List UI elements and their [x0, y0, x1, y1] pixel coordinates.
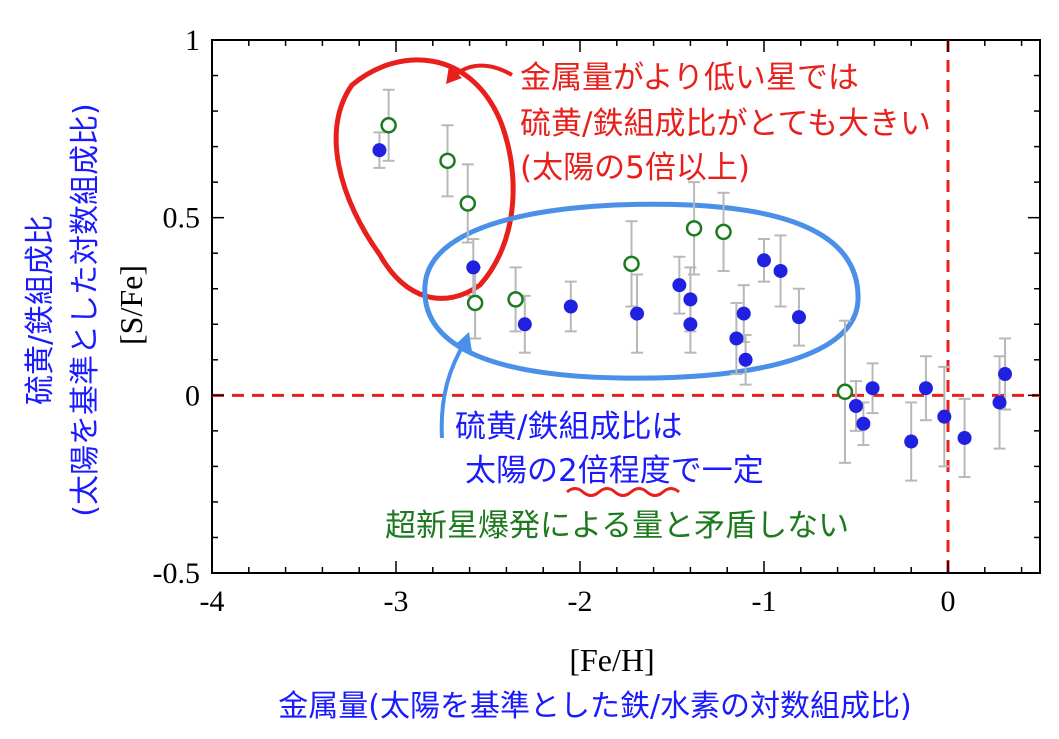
blue-note-emphasis: 2倍程度: [558, 453, 671, 489]
x-axis-title: [Fe/H]: [569, 642, 654, 678]
data-point-open: [459, 195, 477, 212]
data-point-open: [715, 223, 732, 241]
blue-arrowhead: [456, 332, 472, 352]
data-point-open: [380, 117, 397, 134]
blue-note-line1: 硫黄/鉄組成比は: [455, 409, 682, 445]
red-arrowhead: [446, 66, 462, 84]
data-point-filled: [773, 263, 788, 278]
red-note-line1: 金属量がより低い星では: [520, 60, 859, 96]
red-ellipse: [333, 57, 516, 301]
x-tick-label: -1: [752, 585, 777, 618]
data-point-filled: [937, 409, 952, 424]
annotation-ellipses: [333, 57, 861, 381]
data-point-filled: [736, 306, 751, 321]
blue-arrow: [439, 340, 467, 439]
blue-ellipse: [422, 201, 861, 381]
data-points: [372, 117, 1013, 449]
data-point-filled: [683, 317, 698, 332]
y-tick-label: -0.5: [153, 557, 201, 590]
red-note-line3: (太陽の5倍以上): [520, 150, 750, 186]
blue-note: 硫黄/鉄組成比は 太陽の2倍程度で一定: [455, 409, 764, 497]
data-point-open: [685, 220, 703, 237]
plot-frame: [211, 39, 1041, 574]
data-point-filled: [563, 299, 578, 314]
x-tick-label: -3: [384, 585, 409, 618]
y-tick-label: 0.5: [163, 202, 201, 235]
data-point-filled: [630, 306, 645, 321]
data-point-filled: [865, 381, 880, 396]
y-tick-label: 1: [185, 24, 200, 57]
blue-note-line2: 太陽の2倍程度で一定: [465, 453, 764, 489]
y-tick-label: 0: [185, 379, 200, 412]
data-point-filled: [466, 260, 481, 275]
data-point-filled: [791, 310, 806, 325]
data-point-filled: [856, 416, 871, 431]
data-point-filled: [672, 278, 687, 293]
green-note: 超新星爆発による量と矛盾しない: [385, 508, 849, 544]
plot-border: [211, 39, 1041, 574]
data-point-filled: [729, 331, 744, 346]
data-point-open: [623, 255, 640, 273]
data-point-open: [836, 383, 854, 401]
red-note-line2: 硫黄/鉄組成比がとても大きい: [520, 106, 931, 142]
y-axis-title: [S/Fe]: [113, 265, 149, 345]
reference-lines: [212, 40, 1040, 573]
x-tick-label: -2: [568, 585, 593, 618]
x-tick-label: 0: [941, 585, 956, 618]
red-arrow: [450, 63, 514, 80]
data-point-filled: [998, 367, 1013, 382]
data-point-open: [439, 152, 456, 170]
data-point-filled: [849, 398, 863, 413]
data-point-filled: [738, 352, 753, 367]
data-point-filled: [992, 395, 1007, 410]
data-point-open: [507, 291, 524, 308]
blue-note-suffix: で一定: [671, 453, 764, 489]
annotation-arrows: [439, 63, 514, 439]
data-point-filled: [904, 434, 919, 449]
data-point-filled: [957, 430, 972, 445]
x-tick-label: -4: [200, 585, 225, 618]
data-point-filled: [683, 292, 698, 307]
axis-ticks: -4 -3 -2 -1 0 -0.5 0 0.5 1: [153, 24, 1040, 618]
data-point-filled: [918, 381, 933, 396]
data-point-filled: [372, 143, 387, 158]
data-point-open: [466, 294, 484, 312]
wavy-underline: [566, 487, 680, 497]
red-note: 金属量がより低い星では 硫黄/鉄組成比がとても大きい (太陽の5倍以上): [520, 60, 931, 186]
x-label-jp: 金属量(太陽を基準とした鉄/水素の対数組成比): [278, 689, 912, 724]
y-label-jp-line2: (太陽を基準とした対数組成比): [68, 103, 103, 516]
data-point-filled: [757, 253, 771, 268]
blue-note-prefix: 太陽の: [465, 453, 558, 489]
y-label-jp-line1: 硫黄/鉄組成比: [23, 215, 58, 405]
data-point-filled: [517, 317, 532, 332]
